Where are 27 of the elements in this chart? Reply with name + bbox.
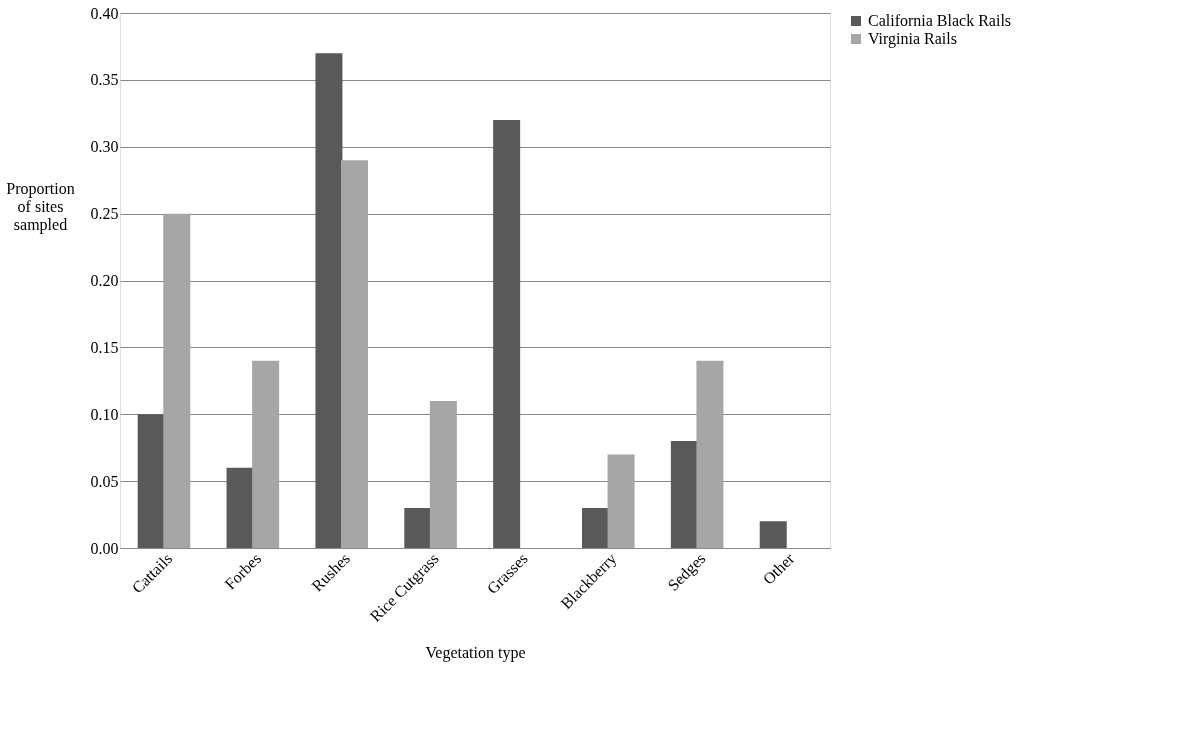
bar bbox=[759, 521, 787, 548]
bar bbox=[163, 213, 191, 548]
bar bbox=[696, 360, 724, 548]
y-tick-label: 0.00 bbox=[90, 539, 119, 557]
y-tick-label: 0.15 bbox=[90, 338, 119, 356]
bar bbox=[137, 414, 165, 548]
y-tick-label: 0.10 bbox=[90, 405, 119, 423]
y-tick-label: 0.40 bbox=[90, 4, 119, 22]
y-tick-label: 0.25 bbox=[90, 205, 119, 223]
bar bbox=[582, 507, 610, 548]
y-tick-label: 0.30 bbox=[90, 138, 119, 156]
x-axis-title: Vegetation type bbox=[425, 643, 526, 662]
y-tick-label: 0.20 bbox=[90, 272, 119, 289]
legend-label: California Black Rails bbox=[868, 12, 1012, 29]
bar bbox=[340, 160, 368, 548]
bar bbox=[607, 454, 635, 548]
bar bbox=[226, 467, 254, 548]
legend-label: Virginia Rails bbox=[868, 30, 957, 48]
bar bbox=[429, 400, 457, 548]
bar bbox=[404, 507, 432, 548]
y-axis-title: Proportion of sites sampled bbox=[6, 179, 75, 234]
y-tick-label: 0.05 bbox=[90, 472, 119, 490]
bar bbox=[315, 53, 343, 548]
bar bbox=[670, 441, 698, 548]
bar bbox=[252, 360, 280, 548]
bar bbox=[493, 120, 521, 548]
y-tick-label: 0.35 bbox=[90, 71, 119, 89]
